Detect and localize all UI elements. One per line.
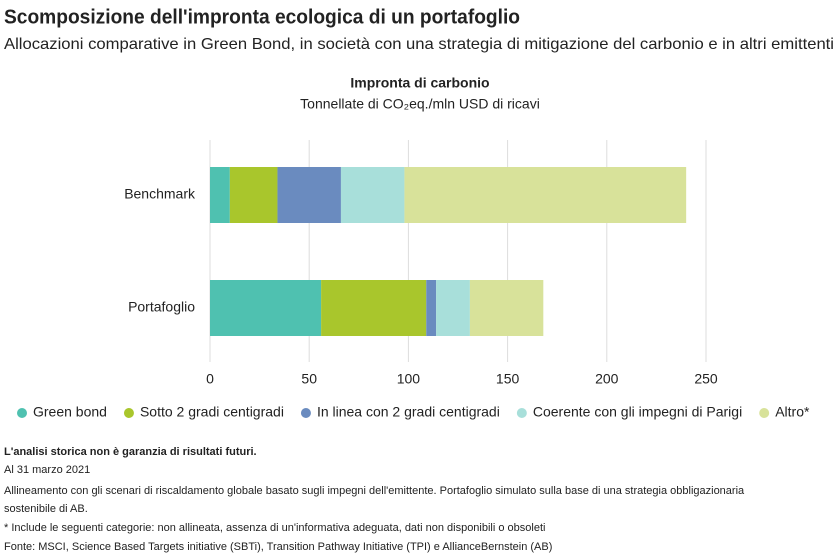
bar-segment [210, 280, 322, 336]
x-tick-label: 100 [397, 371, 421, 387]
footnote: Al 31 marzo 2021 [4, 464, 90, 476]
legend-label: In linea con 2 gradi centigradi [317, 404, 500, 420]
legend-label: Altro* [775, 404, 810, 420]
bar-segment [277, 167, 341, 223]
footnote: * Include le seguenti categorie: non all… [4, 522, 545, 534]
x-tick-label: 150 [496, 371, 520, 387]
bar-segment [426, 280, 437, 336]
x-tick-label: 50 [301, 371, 317, 387]
legend-marker [300, 408, 311, 418]
legend-marker [759, 408, 770, 418]
chart-subtitle: Tonnellate di CO₂eq./mln USD di ricavi [300, 96, 540, 112]
y-tick-label: Benchmark [124, 186, 196, 202]
y-tick-label: Portafoglio [128, 299, 195, 315]
page-title: Scomposizione dell'impronta ecologica di… [4, 6, 520, 28]
bar-segment [469, 280, 544, 336]
footnote: L'analisi storica non è garanzia di risu… [4, 446, 257, 458]
bar-segment [321, 280, 427, 336]
legend-marker [17, 408, 27, 418]
x-tick-label: 0 [206, 371, 214, 387]
bar-segment [340, 167, 405, 223]
bar-segment [436, 280, 470, 336]
legend-label: Green bond [33, 404, 107, 420]
x-tick-label: 250 [694, 371, 718, 387]
bar-segment [404, 167, 687, 223]
legend-label: Coerente con gli impegni di Parigi [533, 404, 742, 420]
legend-marker [516, 408, 527, 418]
page-subtitle: Allocazioni comparative in Green Bond, i… [4, 36, 834, 53]
x-tick-label: 200 [595, 371, 619, 387]
bar-segment [210, 167, 230, 223]
footnote: Allineamento con gli scenari di riscalda… [4, 485, 745, 497]
legend-marker [123, 408, 134, 418]
legend-label: Sotto 2 gradi centigradi [140, 404, 284, 420]
footnote: sostenibile di AB. [4, 503, 88, 515]
bar-segment [229, 167, 278, 223]
chart-title: Impronta di carbonio [350, 75, 489, 91]
footnote: Fonte: MSCI, Science Based Targets initi… [4, 541, 552, 553]
